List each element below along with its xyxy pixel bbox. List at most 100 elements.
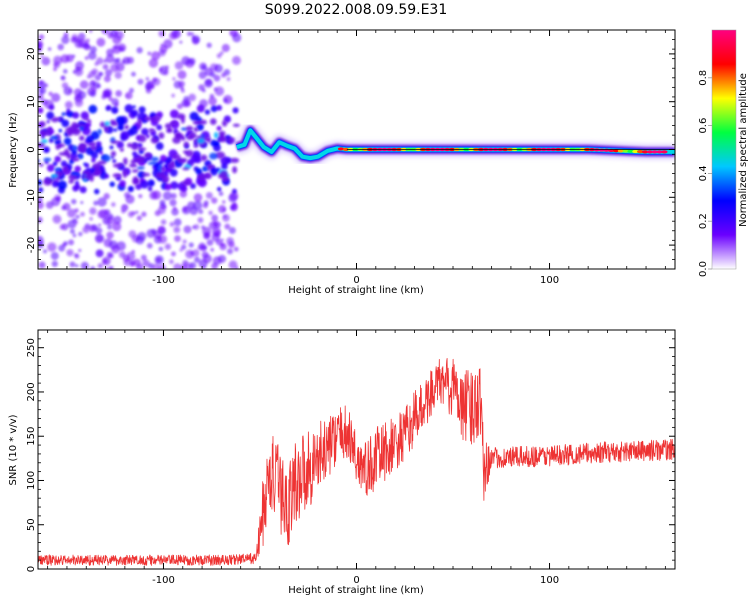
noise-core-blob [71, 172, 80, 176]
noise-core-blob [151, 115, 161, 123]
noise-core-blob [181, 180, 191, 186]
noise-blob [117, 123, 125, 131]
noise-blob [69, 261, 76, 268]
noise-core-blob [84, 116, 89, 121]
noise-blob [111, 106, 119, 114]
noise-core-blob [71, 127, 81, 136]
noise-blob [218, 191, 224, 197]
noise-blob [123, 205, 127, 209]
noise-blob [169, 221, 175, 227]
noise-core-blob [132, 178, 140, 186]
noise-core-blob [92, 162, 101, 171]
noise-blob [129, 259, 136, 266]
noise-blob [41, 56, 51, 66]
noise-blob [198, 209, 204, 215]
noise-blob [170, 251, 176, 257]
noise-blob [86, 135, 94, 144]
noise-core-blob [209, 118, 217, 125]
noise-blob [203, 245, 208, 250]
noise-blob [135, 210, 139, 214]
noise-blob [95, 249, 104, 258]
noise-blob [198, 71, 207, 80]
spectrogram-image [38, 30, 675, 269]
noise-core-blob [79, 125, 84, 132]
noise-blob [95, 141, 102, 147]
noise-blob [112, 221, 122, 232]
noise-blob [162, 191, 172, 201]
y-tick-label: 150 [26, 427, 37, 446]
noise-blob [79, 186, 87, 194]
noise-core-blob [158, 132, 165, 139]
noise-blob [182, 239, 187, 244]
noise-blob [222, 208, 226, 212]
noise-core-blob [54, 167, 61, 173]
noise-blob [88, 70, 96, 78]
noise-blob [94, 74, 101, 81]
noise-blob [201, 64, 207, 70]
noise-core-blob [122, 170, 128, 178]
noise-blob [90, 46, 97, 53]
noise-blob [223, 98, 228, 103]
noise-blob [152, 263, 160, 269]
noise-core-blob [141, 172, 151, 177]
noise-blob [204, 67, 214, 77]
noise-blob [121, 208, 126, 214]
noise-blob [97, 209, 106, 219]
noise-blob [107, 224, 112, 230]
x-tick-label: -100 [152, 575, 175, 586]
noise-blob [138, 106, 146, 114]
noise-blob [221, 72, 227, 78]
noise-core-blob [166, 127, 174, 133]
noise-core-blob [136, 166, 145, 170]
noise-blob [191, 35, 196, 39]
noise-core-blob [131, 169, 139, 173]
noise-blob [46, 120, 50, 124]
noise-core-blob [170, 160, 176, 167]
noise-blob [193, 200, 203, 211]
noise-blob [155, 142, 164, 151]
noise-blob [115, 90, 123, 97]
noise-core-blob [138, 134, 147, 143]
noise-core-blob [82, 175, 92, 180]
ridge-hotspot [593, 148, 601, 152]
noise-blob [230, 205, 235, 211]
noise-core-blob [215, 151, 226, 159]
noise-blob [52, 214, 62, 224]
noise-blob [125, 94, 129, 98]
noise-blob [105, 104, 112, 111]
noise-core-blob [232, 166, 238, 174]
noise-blob [158, 49, 166, 57]
noise-blob [74, 165, 82, 173]
ridge-hotspot [622, 149, 629, 153]
noise-blob [113, 128, 118, 132]
noise-blob [181, 244, 187, 250]
noise-core-blob [87, 119, 92, 124]
noise-blob [126, 251, 136, 261]
noise-blob [57, 43, 64, 51]
y-tick-label: 0 [26, 146, 37, 152]
noise-blob [84, 56, 89, 60]
noise-blob [183, 99, 191, 107]
noise-blob [61, 112, 66, 116]
noise-blob [74, 39, 84, 49]
noise-core-blob [230, 157, 240, 163]
noise-core-blob [55, 144, 61, 150]
ridge-hotspot [661, 150, 668, 154]
noise-core-blob [174, 132, 183, 139]
noise-blob [169, 259, 174, 265]
noise-blob [180, 264, 187, 269]
noise-blob [163, 39, 173, 49]
noise-blob [57, 180, 68, 190]
noise-blob [183, 225, 192, 234]
noise-blob [193, 155, 202, 164]
noise-blob [222, 200, 226, 204]
noise-blob [115, 57, 121, 63]
noise-core-blob [103, 125, 110, 133]
noise-blob [147, 51, 152, 56]
noise-blob [105, 54, 115, 64]
noise-core-blob [218, 130, 226, 137]
noise-blob [224, 223, 231, 230]
noise-blob [75, 264, 79, 268]
noise-blob [96, 57, 104, 65]
